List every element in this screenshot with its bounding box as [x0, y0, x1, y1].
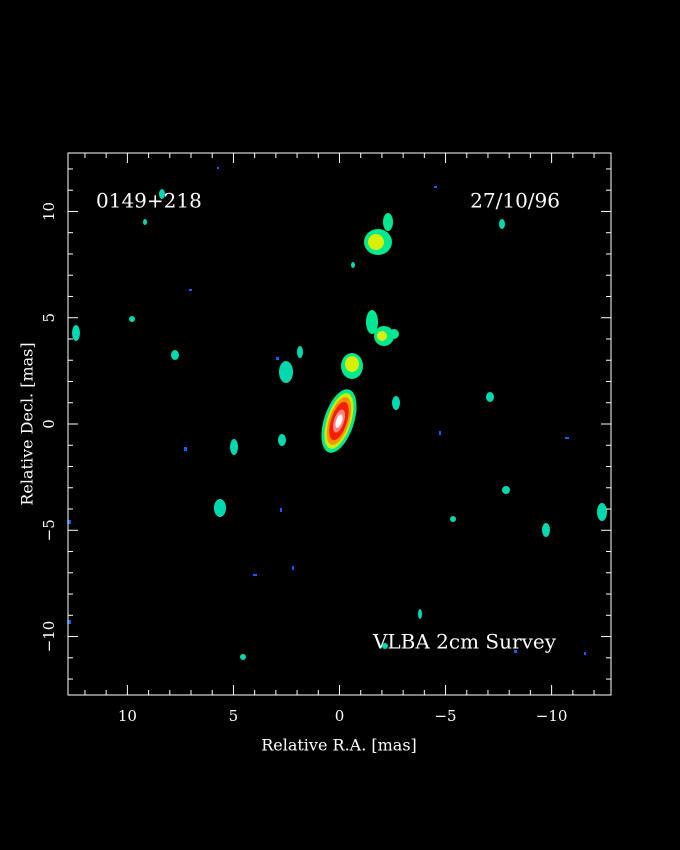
- noise-dots: [68, 167, 586, 655]
- x-axis-label: Relative R.A. [mas]: [261, 736, 417, 755]
- survey-label: VLBA 2cm Survey: [372, 630, 557, 654]
- x-tick-label: 5: [229, 707, 239, 725]
- y-tick-label: −5: [40, 519, 58, 541]
- y-tick-label: 5: [40, 313, 58, 323]
- noise-spots: [72, 189, 607, 660]
- core: [321, 389, 357, 453]
- y-tick-label: 0: [40, 419, 58, 429]
- x-tick-label: −5: [434, 707, 456, 725]
- x-tick-label: 0: [335, 707, 345, 725]
- epoch: 27/10/96: [470, 189, 560, 213]
- jet-knot: [279, 213, 399, 383]
- source-name: 0149+218: [96, 189, 202, 213]
- y-axis-label: Relative Decl. [mas]: [18, 342, 37, 505]
- x-tick-label: −10: [536, 707, 568, 725]
- x-tick-label: 10: [118, 707, 137, 725]
- intensity-map: [68, 167, 607, 660]
- y-tick-label: −10: [40, 621, 58, 653]
- y-tick-label: 10: [40, 202, 58, 221]
